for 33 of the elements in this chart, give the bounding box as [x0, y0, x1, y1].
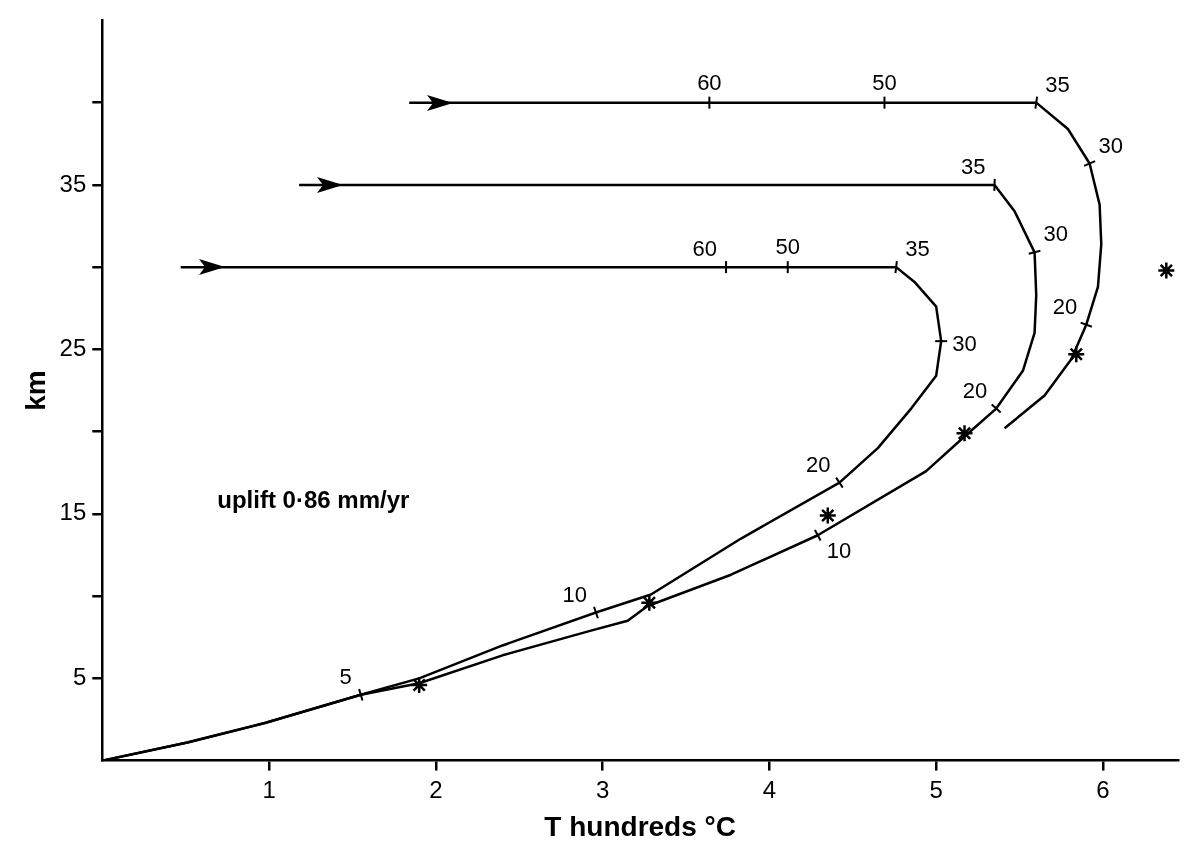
annotation: 20	[962, 377, 988, 403]
x-axis-title: T hundreds °C	[544, 810, 736, 842]
x-tick-label: 5	[929, 775, 943, 803]
y-tick-label: 5	[72, 662, 87, 690]
annotation: 50	[872, 69, 897, 95]
point	[955, 424, 974, 443]
annotation: 10	[826, 538, 852, 564]
annotation: 60	[697, 69, 722, 95]
y-tick-label: 25	[59, 334, 87, 361]
y-axis-title: km	[19, 370, 51, 411]
x-tick-label: 2	[429, 775, 443, 803]
annotation: 35	[905, 236, 930, 262]
annotation: 30	[952, 331, 977, 357]
annotation: 5	[339, 663, 352, 689]
annotation: 30	[1098, 132, 1124, 158]
x-tick-label: 1	[262, 775, 276, 803]
annotation: 35	[1045, 71, 1070, 97]
annotation: 20	[1052, 293, 1078, 319]
point	[818, 506, 838, 525]
point	[1157, 261, 1176, 280]
point	[1067, 345, 1086, 364]
y-tick-label: 15	[59, 498, 87, 526]
annotation: 50	[775, 234, 800, 260]
annotation: 20	[805, 451, 831, 477]
x-tick-label: 6	[1096, 775, 1110, 803]
annotation: uplift 0·86 mm/yr	[217, 486, 410, 514]
x-tick-label: 4	[762, 775, 777, 803]
annotation: 30	[1043, 221, 1069, 247]
y-tick-label: 35	[59, 169, 87, 197]
annotation: 60	[692, 236, 718, 262]
annotation: 35	[961, 153, 986, 179]
x-tick-label: 3	[595, 775, 610, 803]
annotation: 10	[562, 581, 587, 607]
